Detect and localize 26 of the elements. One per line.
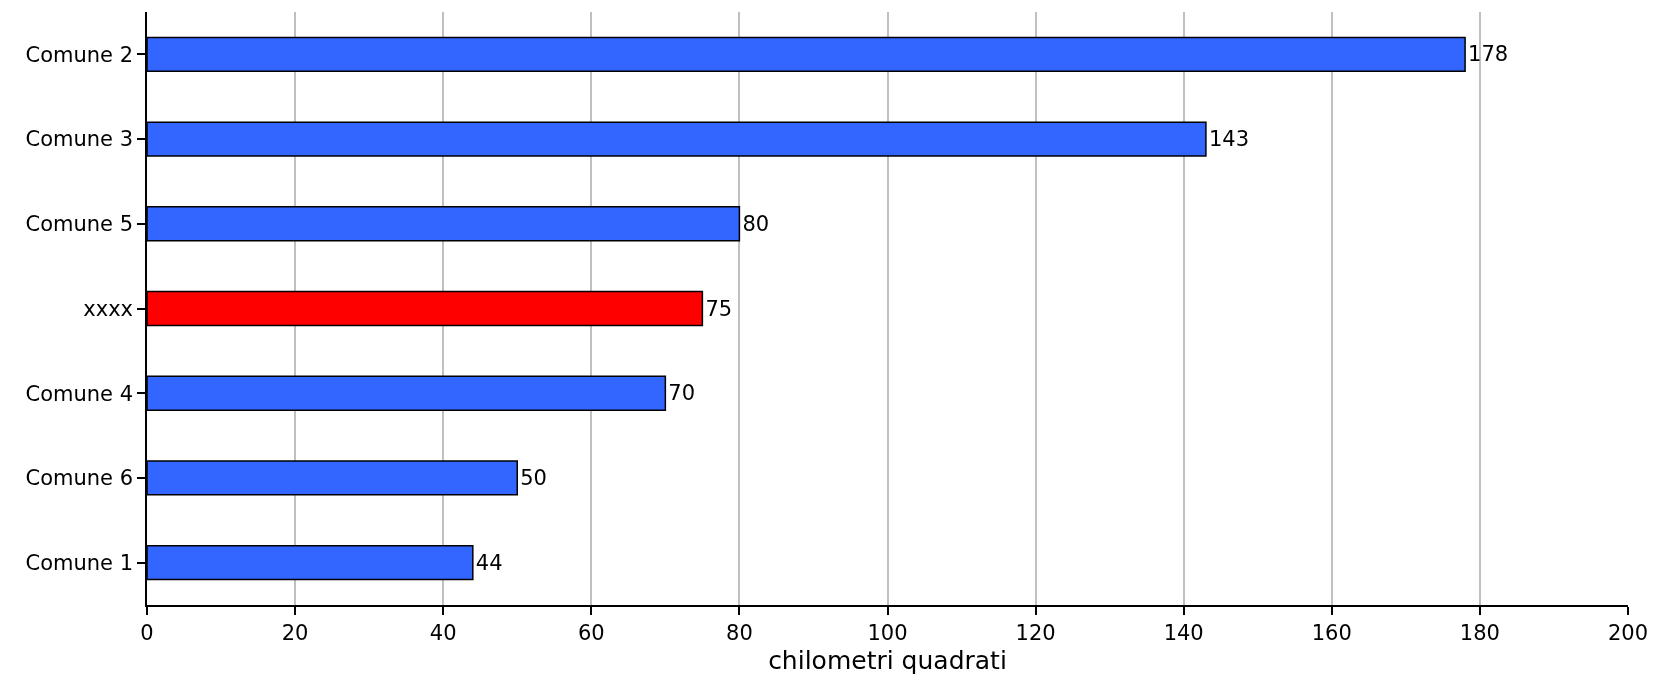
y-tick-label: Comune 4 bbox=[25, 381, 134, 406]
data-label: 80 bbox=[742, 211, 770, 236]
y-tick-label: Comune 2 bbox=[25, 42, 134, 67]
x-tick-label: 0 bbox=[140, 620, 154, 645]
y-tick-label: Comune 5 bbox=[25, 212, 134, 237]
x-tick-label: 200 bbox=[1607, 620, 1649, 645]
y-tick-label: Comune 6 bbox=[25, 466, 134, 491]
data-label: 143 bbox=[1208, 127, 1250, 152]
x-tick-label: 40 bbox=[429, 620, 457, 645]
x-tick-label: 80 bbox=[726, 620, 753, 645]
x-tick-label: 120 bbox=[1015, 620, 1056, 645]
y-tick-label: Comune 3 bbox=[25, 127, 134, 152]
data-label: 44 bbox=[475, 550, 503, 575]
x-tick-label: 60 bbox=[577, 620, 605, 645]
data-label: 70 bbox=[668, 381, 696, 406]
x-tick-label: 180 bbox=[1459, 620, 1500, 645]
x-tick-label: 140 bbox=[1163, 620, 1204, 645]
y-tick-label: Comune 1 bbox=[25, 550, 134, 575]
data-label: 75 bbox=[705, 296, 733, 321]
x-tick-label: 160 bbox=[1311, 620, 1352, 645]
x-tick-label: 100 bbox=[867, 620, 908, 645]
data-label: 50 bbox=[520, 465, 547, 490]
x-tick-label: 20 bbox=[281, 620, 309, 645]
y-tick-label: xxxx bbox=[83, 296, 134, 321]
x-axis-title: chilometri quadrati bbox=[768, 646, 1007, 676]
data-label: 178 bbox=[1468, 42, 1509, 67]
